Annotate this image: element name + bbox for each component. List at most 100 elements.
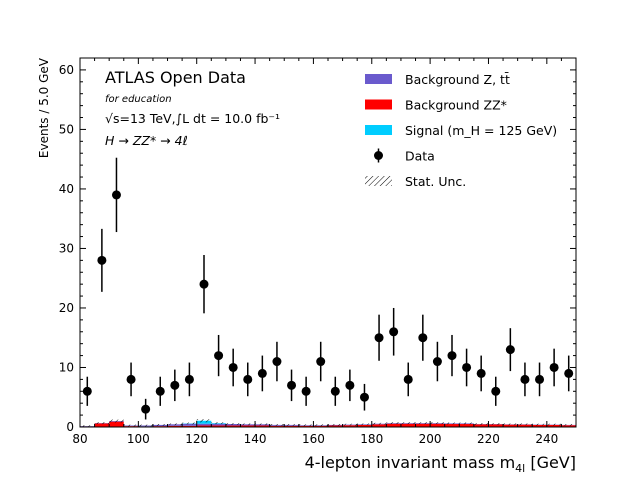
x-tick-label: 120 [185,432,208,446]
stat-unc-band [459,422,474,425]
bar-zz [182,425,197,427]
stat-unc-band [255,423,270,426]
legend-label: Background ZZ* [405,98,507,113]
stat-unc-band [123,424,139,427]
stat-unc-band [152,424,168,426]
x-axis-label: 4-lepton invariant mass m4l [GeV] [305,453,576,475]
stat-unc-band [94,422,110,425]
bar-zz [167,425,183,427]
bar-zz [488,424,504,427]
data-point [287,380,297,390]
stat-unc-band [488,423,504,425]
y-tick-label: 40 [59,182,74,196]
education-subtitle: for education [105,94,172,105]
data-point [345,380,355,390]
bar-zz [546,424,562,427]
stat-unc-band [561,424,576,426]
data-point [389,327,399,337]
data-point [199,279,209,289]
legend-label: Data [405,149,435,164]
y-tick-label: 20 [59,301,74,315]
legend: Background Z, tt̄ Background ZZ* Signal (m… [365,72,557,189]
stat-unc-band [196,419,212,423]
y-tick-label: 50 [59,122,74,136]
stat-unc-band [444,422,460,425]
x-tick-label: 240 [535,432,558,446]
energy-luminosity: √s=13 TeV,∫L dt = 10.0 fb⁻¹ [105,111,280,126]
x-tick-label: 140 [244,432,267,446]
legend-label: Background Z, tt̄ [405,72,510,87]
process-label: H → ZZ* → 4ℓ [105,133,188,148]
stat-unc-band [182,422,197,425]
data-point [111,190,121,200]
stat-unc-band [503,423,518,426]
stat-unc-band [328,424,343,426]
stat-unc-band [386,422,401,425]
data-point [432,357,442,367]
stat-unc-band [284,424,299,426]
bar-z-ttbar [196,423,212,426]
stat-unc-band [415,422,431,425]
stat-unc-band [546,423,562,426]
x-tick-label: 80 [72,432,87,446]
bar-zz [94,423,110,427]
data-point [170,380,180,390]
data-point [214,351,224,361]
data-point [184,374,194,384]
data-point [549,362,559,372]
data-point [301,386,311,396]
legend-swatch [365,74,392,84]
x-tick-label: 180 [360,432,383,446]
stat-unc-band [225,423,241,425]
bar-zz [517,424,533,427]
bar-zz [473,424,489,427]
data-point [126,374,136,384]
x-tick-label: 200 [419,432,442,446]
bar-zz [196,425,212,427]
data-points [82,157,574,420]
stat-unc-band [430,422,445,425]
stat-unc-band [80,425,95,427]
stat-unc-band [313,424,328,427]
atlas-title: ATLAS Open Data [105,68,246,87]
y-tick-label: 10 [59,360,74,374]
bar-zz [400,423,416,427]
bar-zz [561,425,576,427]
bar-zz [503,424,518,427]
bar-zz [269,425,285,427]
bar-zz [313,425,328,427]
y-tick-label: 0 [66,420,74,434]
legend-hatch [365,176,392,186]
bar-zz [225,425,241,427]
data-point [257,368,267,378]
data-point [418,333,428,343]
bar-zz [342,425,358,427]
data-point [374,333,384,343]
stat-unc-band [167,423,183,426]
data-point [535,374,545,384]
x-tick-label: 220 [477,432,500,446]
stat-unc-band [211,422,226,425]
stat-unc-band [342,423,358,426]
data-point [155,386,165,396]
legend-label: Signal (m_H = 125 GeV) [405,123,557,138]
data-point [316,357,326,367]
data-point [82,386,92,396]
stat-unc-band [532,423,547,426]
legend-label: Stat. Unc. [405,174,466,189]
data-point [97,255,107,265]
data-point [476,368,486,378]
bar-zz [532,424,547,427]
data-point [272,357,282,367]
legend-swatch [365,125,392,135]
data-point [520,374,530,384]
bar-zz [328,425,343,427]
data-point [330,386,340,396]
data-point [564,368,574,378]
bar-z-ttbar [182,423,197,426]
data-point [228,362,238,372]
y-tick-label: 60 [59,63,74,77]
bar-zz [415,423,431,427]
data-point [447,351,457,361]
